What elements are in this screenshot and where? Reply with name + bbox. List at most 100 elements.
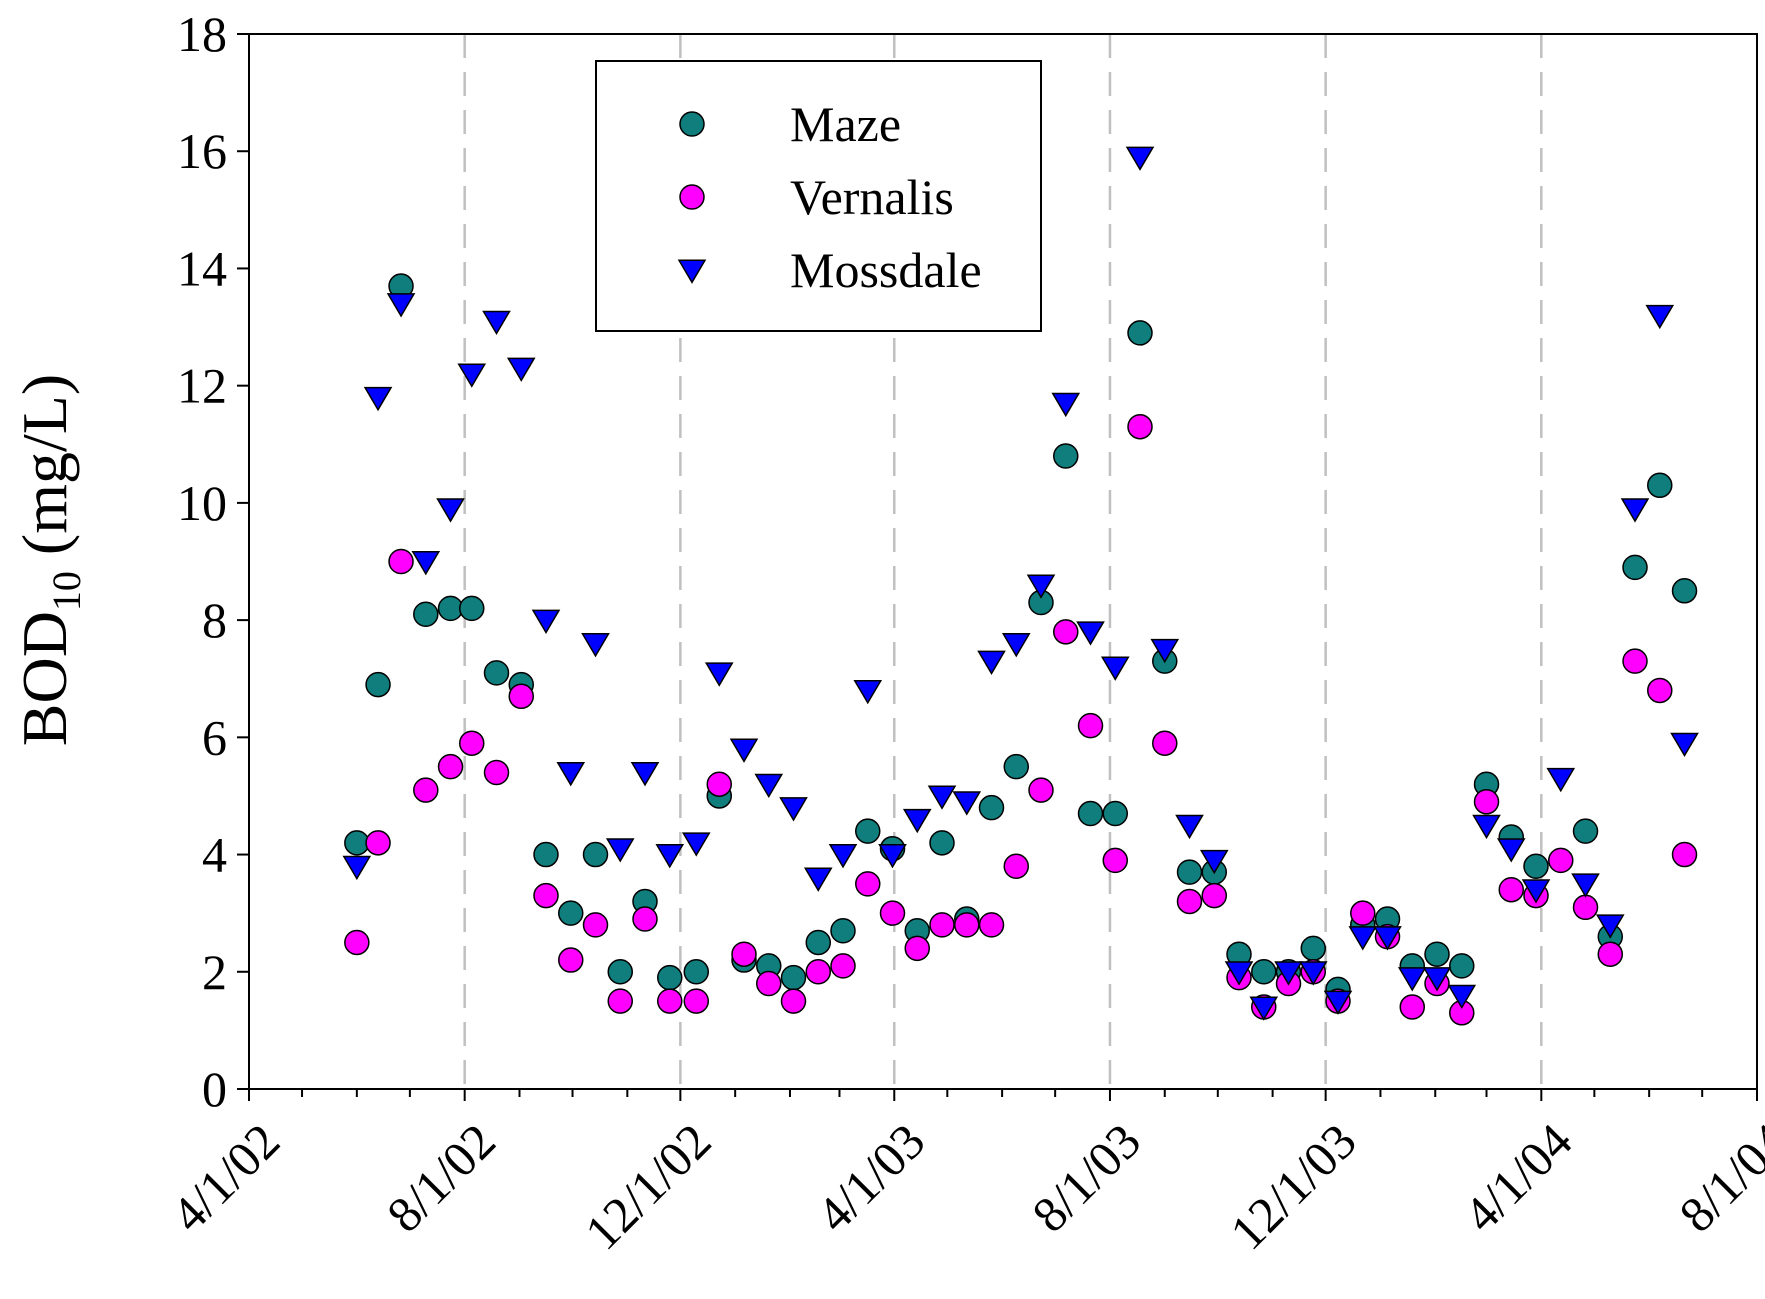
mossdale-data-point bbox=[531, 609, 561, 634]
vernalis-data-point bbox=[582, 912, 609, 938]
mossdale-data-point bbox=[1348, 926, 1378, 951]
maze-data-point bbox=[855, 818, 881, 844]
mossdale-data-point bbox=[729, 738, 759, 763]
maze-data-point bbox=[413, 601, 439, 627]
maze-data-point bbox=[365, 671, 391, 698]
mossdale-data-point bbox=[506, 357, 536, 382]
y-tick-label: 4 bbox=[202, 827, 227, 883]
vernalis-data-point bbox=[1003, 853, 1030, 880]
maze-data-point bbox=[657, 964, 683, 991]
y-axis-label-subscript: 10 bbox=[44, 571, 89, 611]
y-axis-label-main: BOD bbox=[9, 611, 80, 746]
maze-data-point bbox=[1003, 753, 1030, 780]
y-tick-label: 18 bbox=[177, 6, 227, 62]
maze-data-point bbox=[1523, 853, 1549, 880]
mossdale-data-point bbox=[1397, 967, 1427, 992]
maze-data-point bbox=[437, 595, 464, 622]
mossdale-data-point bbox=[681, 832, 711, 857]
mossdale-data-point bbox=[1546, 767, 1576, 793]
maze-data-point bbox=[929, 830, 955, 856]
mossdale-data-point bbox=[630, 762, 660, 787]
mossdale-data-point bbox=[704, 662, 734, 687]
y-axis-label-unit: (mg/L) bbox=[9, 374, 80, 571]
y-tick-label: 8 bbox=[202, 592, 227, 648]
maze-data-point bbox=[1251, 959, 1277, 985]
vernalis-data-point bbox=[1028, 777, 1054, 803]
y-tick-label: 6 bbox=[202, 709, 227, 765]
mossdale-data-point bbox=[1026, 574, 1056, 599]
mossdale-data-point bbox=[1076, 621, 1105, 646]
vernalis-data-point bbox=[1201, 882, 1228, 909]
mossdale-data-point bbox=[878, 844, 907, 869]
mossdale-data-point bbox=[1100, 656, 1130, 681]
vernalis-data-point bbox=[459, 730, 485, 756]
maze-data-point bbox=[1572, 818, 1599, 844]
vernalis-data-point bbox=[607, 988, 634, 1014]
y-tick-label: 16 bbox=[177, 123, 227, 179]
mossdale-data-point bbox=[803, 867, 833, 892]
maze-data-point bbox=[533, 841, 559, 868]
mossdale-data-point bbox=[952, 791, 982, 816]
vernalis-data-point bbox=[1498, 876, 1525, 903]
mossdale-data-point bbox=[363, 386, 393, 412]
mossdale-data-point bbox=[1373, 926, 1402, 951]
legend-box bbox=[595, 60, 1042, 332]
maze-data-point bbox=[1424, 941, 1450, 967]
data-points bbox=[342, 146, 1699, 1026]
maze-data-point bbox=[1102, 800, 1129, 827]
maze-data-point bbox=[830, 918, 856, 944]
mossdale-data-point bbox=[754, 773, 784, 799]
mossdale-data-point bbox=[1001, 633, 1031, 658]
maze-data-point bbox=[1077, 800, 1104, 827]
vernalis-data-point bbox=[508, 683, 535, 710]
y-axis-label: BOD10 (mg/L) bbox=[9, 374, 89, 746]
y-tick-label: 2 bbox=[202, 944, 227, 1000]
vernalis-data-point bbox=[954, 912, 980, 938]
maze-data-point bbox=[1647, 472, 1673, 499]
legend-label-maze: Maze bbox=[790, 96, 901, 152]
vernalis-data-point bbox=[879, 900, 906, 926]
legend-marker-vernalis bbox=[679, 184, 705, 210]
maze-data-point bbox=[780, 964, 807, 991]
mossdale-data-point bbox=[1323, 990, 1353, 1015]
series-vernalis bbox=[344, 413, 1698, 1026]
vernalis-data-point bbox=[533, 882, 559, 909]
mossdale-data-point bbox=[1274, 961, 1303, 986]
mossdale-data-point bbox=[1051, 392, 1081, 418]
mossdale-data-point bbox=[1496, 838, 1526, 863]
legend-entries: Maze Vernalis Mossdale bbox=[677, 96, 982, 298]
y-tick-label: 10 bbox=[177, 475, 227, 531]
mossdale-data-point bbox=[902, 808, 932, 834]
mossdale-data-point bbox=[1249, 996, 1279, 1021]
vernalis-data-point bbox=[388, 548, 414, 575]
mossdale-data-point bbox=[1150, 638, 1180, 664]
maze-data-point bbox=[1176, 859, 1203, 885]
vernalis-data-point bbox=[805, 959, 832, 985]
mossdale-data-point bbox=[655, 844, 685, 869]
mossdale-data-point bbox=[1521, 879, 1551, 904]
maze-data-point bbox=[1449, 953, 1475, 979]
mossdale-data-point bbox=[1571, 873, 1600, 898]
y-tick-label: 0 bbox=[202, 1061, 227, 1117]
mossdale-data-point bbox=[1422, 967, 1452, 992]
vernalis-data-point bbox=[731, 941, 757, 967]
legend-marker-maze bbox=[679, 111, 705, 137]
mossdale-data-point bbox=[1298, 961, 1328, 986]
legend-label-vernalis: Vernalis bbox=[790, 169, 954, 225]
y-tick-label: 14 bbox=[177, 240, 227, 296]
mossdale-data-point bbox=[482, 310, 511, 336]
vernalis-data-point bbox=[632, 906, 658, 932]
mossdale-data-point bbox=[1645, 304, 1675, 330]
maze-data-point bbox=[683, 959, 710, 985]
vernalis-data-point bbox=[365, 830, 391, 856]
maze-data-point bbox=[805, 929, 832, 956]
mossdale-data-point bbox=[436, 498, 465, 523]
mossdale-data-point bbox=[1224, 961, 1254, 986]
vernalis-data-point bbox=[978, 912, 1005, 938]
mossdale-data-point bbox=[1670, 732, 1699, 758]
mossdale-data-point bbox=[386, 293, 416, 318]
vernalis-data-point bbox=[1622, 648, 1648, 674]
maze-data-point bbox=[344, 830, 370, 856]
maze-data-point bbox=[1671, 578, 1698, 604]
maze-data-point bbox=[1622, 554, 1648, 581]
